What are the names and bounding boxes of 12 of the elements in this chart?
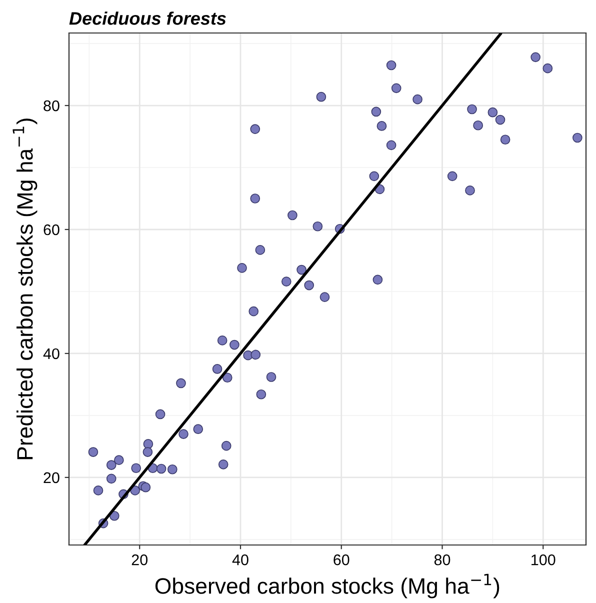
y-tick-label: 20 <box>44 472 60 484</box>
chart-title: Deciduous forests <box>69 12 226 25</box>
y-tick-label: 80 <box>44 100 60 112</box>
x-tick-label: 40 <box>232 554 248 566</box>
x-tick-label: 20 <box>132 554 148 566</box>
x-tick-label: 80 <box>434 554 450 566</box>
y-axis-title: Predicted carbon stocks (Mg ha$^{−1}$) <box>12 118 38 460</box>
x-tick-label: 60 <box>334 554 350 566</box>
x-tick-label: 100 <box>532 554 556 566</box>
x-axis-title: Observed carbon stocks (Mg ha$^{−1}$) <box>155 574 500 598</box>
y-tick-label: 60 <box>44 224 60 236</box>
y-tick-label: 40 <box>43 348 60 360</box>
